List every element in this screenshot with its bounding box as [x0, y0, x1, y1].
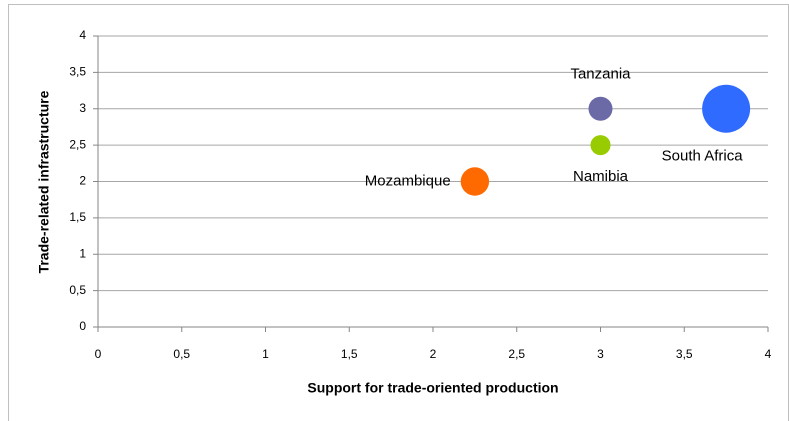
y-tick-label: 4: [79, 28, 86, 42]
bubble: [702, 84, 751, 133]
data-label: Namibia: [573, 168, 629, 185]
y-tick-label: 1,5: [69, 210, 86, 224]
x-tick-label: 1: [262, 347, 269, 361]
data-label: Tanzania: [570, 66, 631, 83]
x-tick-label: 2: [430, 347, 437, 361]
bubble: [460, 167, 490, 196]
x-tick-label: 0,5: [173, 347, 190, 361]
x-tick-label: 2,5: [508, 347, 525, 361]
y-tick-label: 2: [79, 174, 86, 188]
x-axis-title: Support for trade-oriented production: [307, 380, 558, 396]
data-label: South Africa: [662, 148, 744, 165]
x-tick-label: 4: [765, 347, 772, 361]
y-tick-label: 0: [79, 319, 86, 333]
bubble: [590, 135, 611, 156]
y-axis-title: Trade-related infrastructure: [36, 90, 52, 273]
y-tick-label: 3,5: [69, 65, 86, 79]
chart-border: [8, 4, 789, 421]
y-tick-label: 1: [79, 246, 86, 260]
x-tick-label: 1,5: [341, 347, 358, 361]
x-tick-label: 0: [95, 347, 102, 361]
x-tick-label: 3: [597, 347, 604, 361]
data-label: Mozambique: [365, 172, 451, 189]
y-tick-label: 2,5: [69, 137, 86, 151]
y-tick-label: 0,5: [69, 283, 86, 297]
x-tick-label: 3,5: [676, 347, 693, 361]
bubble: [588, 96, 613, 121]
y-tick-label: 3: [79, 101, 86, 115]
